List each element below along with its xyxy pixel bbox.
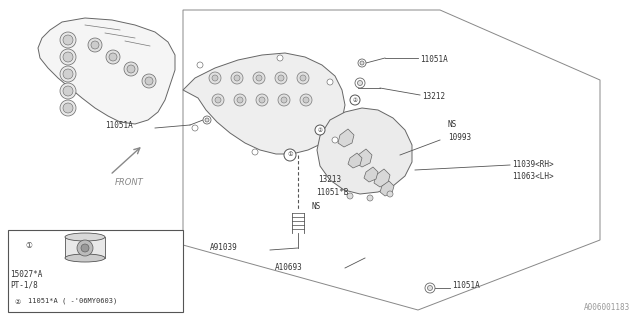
Ellipse shape <box>65 254 105 262</box>
Circle shape <box>355 78 365 88</box>
Circle shape <box>367 195 373 201</box>
Circle shape <box>300 75 306 81</box>
Circle shape <box>332 137 338 143</box>
Circle shape <box>278 94 290 106</box>
Circle shape <box>237 97 243 103</box>
Circle shape <box>106 50 120 64</box>
Circle shape <box>277 55 283 61</box>
Circle shape <box>145 77 153 85</box>
Circle shape <box>205 118 209 122</box>
Text: A91039: A91039 <box>210 244 237 252</box>
Circle shape <box>209 72 221 84</box>
Circle shape <box>63 86 73 96</box>
Circle shape <box>215 97 221 103</box>
Circle shape <box>256 75 262 81</box>
Text: 13213: 13213 <box>318 175 341 184</box>
Circle shape <box>60 49 76 65</box>
Circle shape <box>425 283 435 293</box>
Circle shape <box>234 94 246 106</box>
Text: 10993: 10993 <box>448 133 471 142</box>
Text: FRONT: FRONT <box>115 178 144 187</box>
Circle shape <box>212 94 224 106</box>
Text: 11051*B: 11051*B <box>316 188 348 197</box>
Circle shape <box>360 61 364 65</box>
Ellipse shape <box>65 233 105 241</box>
Circle shape <box>284 149 296 161</box>
Circle shape <box>231 72 243 84</box>
Polygon shape <box>356 149 372 167</box>
Circle shape <box>63 103 73 113</box>
Polygon shape <box>338 129 354 147</box>
Text: 11051*A ( -'06MY0603): 11051*A ( -'06MY0603) <box>28 298 117 305</box>
Circle shape <box>81 244 89 252</box>
Polygon shape <box>38 18 175 124</box>
Circle shape <box>387 191 393 197</box>
Circle shape <box>192 125 198 131</box>
Circle shape <box>212 75 218 81</box>
Circle shape <box>347 193 353 199</box>
Circle shape <box>88 38 102 52</box>
Circle shape <box>297 72 309 84</box>
Circle shape <box>315 125 325 135</box>
Circle shape <box>303 97 309 103</box>
Circle shape <box>12 296 24 308</box>
Text: ②: ② <box>317 127 323 132</box>
Circle shape <box>91 41 99 49</box>
Text: 11051A: 11051A <box>420 55 448 64</box>
Text: A10693: A10693 <box>275 263 303 273</box>
Circle shape <box>278 75 284 81</box>
Circle shape <box>281 97 287 103</box>
Circle shape <box>60 66 76 82</box>
Polygon shape <box>317 108 412 194</box>
Polygon shape <box>348 153 362 168</box>
Circle shape <box>60 32 76 48</box>
Circle shape <box>60 83 76 99</box>
Circle shape <box>203 116 211 124</box>
Text: 11063<LH>: 11063<LH> <box>512 172 554 181</box>
Circle shape <box>428 285 433 291</box>
Text: NS: NS <box>312 202 321 211</box>
Circle shape <box>142 74 156 88</box>
Circle shape <box>253 72 265 84</box>
Circle shape <box>234 75 240 81</box>
Polygon shape <box>183 53 345 154</box>
Circle shape <box>358 81 362 85</box>
Circle shape <box>77 240 93 256</box>
Text: PT-1/8: PT-1/8 <box>10 281 38 290</box>
Text: 11051A: 11051A <box>452 281 480 290</box>
Polygon shape <box>364 167 378 182</box>
Text: ②: ② <box>15 299 21 305</box>
Circle shape <box>63 69 73 79</box>
Circle shape <box>124 62 138 76</box>
Circle shape <box>300 94 312 106</box>
Text: NS: NS <box>448 120 457 129</box>
Circle shape <box>327 79 333 85</box>
Bar <box>8 230 183 312</box>
Circle shape <box>259 97 265 103</box>
Circle shape <box>63 52 73 62</box>
Circle shape <box>109 53 117 61</box>
Circle shape <box>350 95 360 105</box>
Circle shape <box>275 72 287 84</box>
Polygon shape <box>65 237 105 258</box>
Circle shape <box>256 94 268 106</box>
Text: 11039<RH>: 11039<RH> <box>512 160 554 169</box>
Polygon shape <box>380 181 394 196</box>
Text: 11051A: 11051A <box>105 121 132 130</box>
Polygon shape <box>374 169 390 187</box>
Circle shape <box>22 238 36 252</box>
Text: A006001183: A006001183 <box>584 303 630 312</box>
Circle shape <box>252 149 258 155</box>
Circle shape <box>197 62 203 68</box>
Text: ②: ② <box>353 98 357 102</box>
Circle shape <box>127 65 135 73</box>
Text: 15027*A: 15027*A <box>10 270 42 279</box>
Circle shape <box>358 59 366 67</box>
Text: ①: ① <box>287 153 293 157</box>
Text: ①: ① <box>26 241 33 250</box>
Text: 13212: 13212 <box>422 92 445 101</box>
Circle shape <box>60 100 76 116</box>
Circle shape <box>63 35 73 45</box>
